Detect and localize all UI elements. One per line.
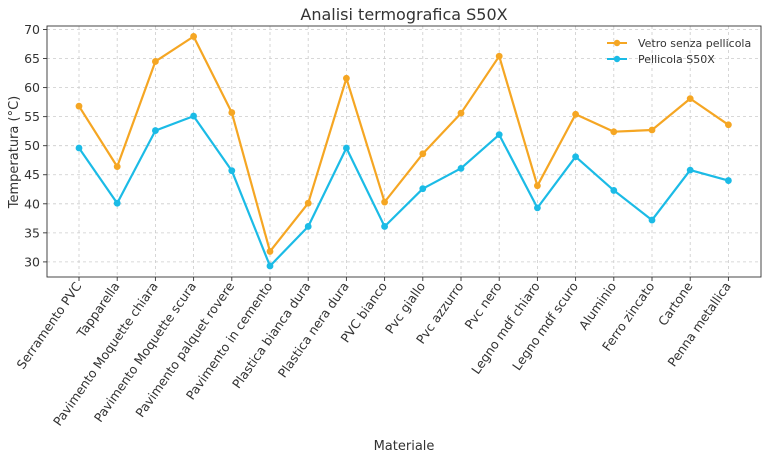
legend-label-vetro: Vetro senza pellicola: [638, 37, 751, 50]
legend-marker-pellicola: [613, 55, 621, 63]
point-vetro-senza-pellicola-pavimento-palquet-rovere: [228, 109, 236, 116]
x-axis-label: Materiale: [374, 439, 435, 454]
plot-frame: [46, 25, 762, 278]
y-tick-label: 65: [24, 51, 40, 66]
point-pellicola-s50x-pvc-nero: [495, 131, 503, 139]
point-vetro-senza-pellicola-legno-mdf-scuro: [572, 110, 579, 118]
point-pellicola-s50x-legno-mdf-chiaro: [534, 204, 541, 212]
point-pellicola-s50x-pavimento-moquette-scura: [190, 112, 198, 120]
x-tick-label-serramento-pvc: Serramento PVC: [13, 279, 84, 372]
point-vetro-senza-pellicola-pavimento-moquette-chiara: [152, 58, 159, 65]
point-pellicola-s50x-plastica-bianca-dura: [304, 223, 312, 230]
series-vetro-senza-pellicola: [75, 33, 732, 255]
point-pellicola-s50x-cartone: [686, 166, 694, 174]
grid: [47, 26, 761, 277]
point-vetro-senza-pellicola-tapparella: [113, 163, 121, 171]
legend-marker-vetro: [613, 39, 621, 47]
y-tick-label: 40: [24, 196, 40, 211]
point-vetro-senza-pellicola-ferro-zincato: [648, 126, 656, 134]
series-layer: [75, 33, 732, 270]
y-tick-label: 50: [24, 138, 40, 153]
point-pellicola-s50x-pavimento-in-cemento: [266, 262, 274, 270]
y-tick-label: 45: [24, 167, 40, 182]
point-vetro-senza-pellicola-serramento-pvc: [75, 102, 83, 110]
point-pellicola-s50x-pvc-bianco: [381, 223, 388, 230]
point-pellicola-s50x-serramento-pvc: [75, 144, 83, 152]
chart-title: Analisi termografica S50X: [300, 5, 507, 24]
x-tick-label-plastica-nera-dura: Plastica nera dura: [275, 279, 352, 380]
point-vetro-senza-pellicola-plastica-nera-dura: [343, 74, 350, 82]
point-vetro-senza-pellicola-legno-mdf-chiaro: [534, 182, 541, 190]
point-vetro-senza-pellicola-pvc-giallo: [419, 150, 427, 158]
point-vetro-senza-pellicola-pavimento-in-cemento: [266, 248, 274, 255]
y-tick-label: 60: [24, 80, 40, 95]
point-vetro-senza-pellicola-pvc-azzurro: [457, 109, 465, 117]
point-pellicola-s50x-pavimento-palquet-rovere: [228, 167, 236, 175]
point-vetro-senza-pellicola-pvc-bianco: [381, 198, 388, 206]
legend-label-pellicola: Pellicola S50X: [638, 53, 715, 66]
point-vetro-senza-pellicola-pvc-nero: [495, 52, 503, 60]
point-pellicola-s50x-pvc-azzurro: [457, 164, 465, 172]
point-vetro-senza-pellicola-plastica-bianca-dura: [304, 199, 312, 207]
x-tick-label-cartone: Cartone: [655, 279, 696, 329]
y-tick-label: 30: [24, 254, 40, 269]
point-pellicola-s50x-legno-mdf-scuro: [572, 153, 579, 161]
series-pellicola-s50x: [75, 112, 732, 270]
y-axis: 30 35 40 45 50 55 60 65 70: [24, 22, 47, 269]
point-pellicola-s50x-tapparella: [113, 199, 121, 207]
point-vetro-senza-pellicola-penna-metallica: [725, 121, 732, 129]
point-pellicola-s50x-penna-metallica: [725, 177, 732, 184]
point-vetro-senza-pellicola-pavimento-moquette-scura: [190, 33, 198, 40]
legend: Vetro senza pellicola Pellicola S50X: [607, 37, 751, 66]
series-line-pellicola-s50x: [78, 114, 729, 268]
point-pellicola-s50x-plastica-nera-dura: [343, 144, 350, 152]
point-pellicola-s50x-aluminio: [610, 187, 618, 194]
y-tick-label: 35: [24, 225, 40, 240]
y-tick-label: 55: [24, 109, 40, 124]
point-pellicola-s50x-ferro-zincato: [648, 216, 656, 224]
y-tick-label: 70: [24, 22, 40, 37]
point-pellicola-s50x-pavimento-moquette-chiara: [152, 127, 159, 134]
x-tick-label-legno-mdf-chiaro: Legno mdf chiaro: [468, 279, 543, 377]
series-line-vetro-senza-pellicola: [78, 35, 730, 253]
y-axis-label: Temperatura (°C): [7, 96, 22, 209]
point-vetro-senza-pellicola-cartone: [686, 95, 694, 103]
point-pellicola-s50x-pvc-giallo: [419, 185, 427, 193]
point-vetro-senza-pellicola-aluminio: [610, 128, 618, 136]
